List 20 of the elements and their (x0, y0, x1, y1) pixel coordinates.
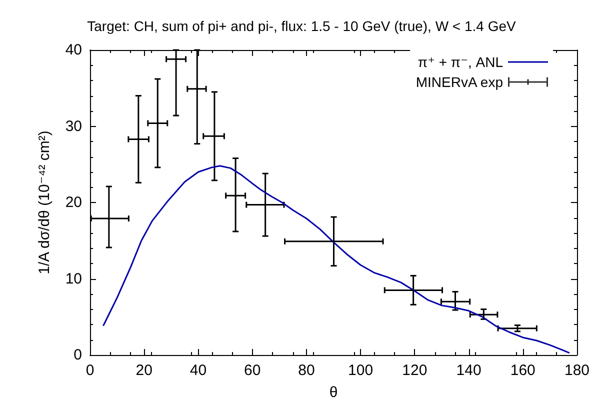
x-tick-label: 120 (402, 362, 428, 379)
y-tick-label: 20 (65, 194, 82, 211)
x-tick-label: 160 (510, 362, 536, 379)
x-tick-label: 80 (298, 362, 315, 379)
legend-label: MINERvA exp (416, 74, 504, 90)
x-tick-label: 180 (564, 362, 590, 379)
y-tick-label: 30 (65, 118, 82, 135)
x-tick-label: 140 (456, 362, 482, 379)
y-tick-label: 0 (74, 346, 82, 364)
y-axis-title: 1/A dσ/dθ (10⁻⁴² cm²) (36, 130, 53, 274)
x-tick-label: 0 (86, 362, 94, 379)
legend-label: π⁺ + π⁻, ANL (418, 54, 504, 70)
x-tick-label: 20 (136, 362, 152, 379)
x-axis-title: θ (329, 384, 338, 401)
x-tick-label: 100 (348, 362, 374, 379)
x-tick-label: 40 (190, 362, 207, 379)
y-tick-label: 10 (65, 270, 82, 288)
chart-title: Target: CH, sum of pi+ and pi-, flux: 1.5 - 10 GeV (true), W < 1.4 GeV (87, 18, 517, 34)
x-tick-label: 60 (244, 362, 261, 379)
y-tick-label: 40 (65, 42, 82, 58)
